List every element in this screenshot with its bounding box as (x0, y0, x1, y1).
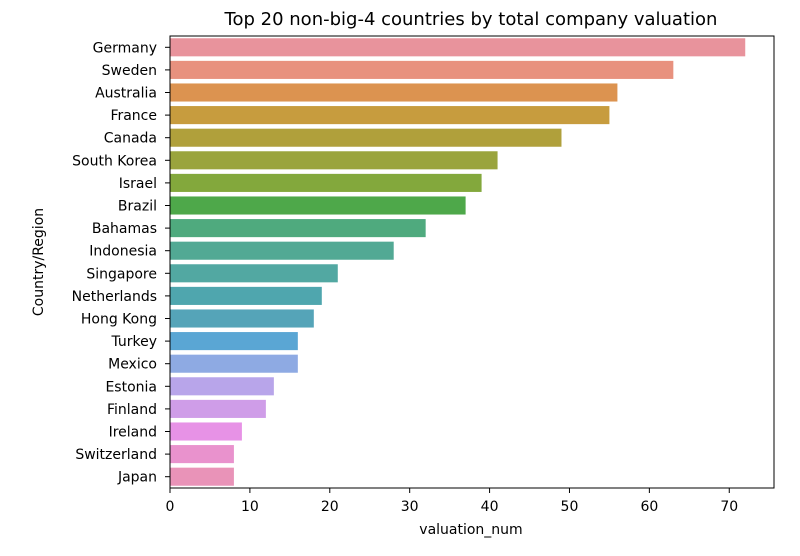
y-tick-label: Canada (104, 131, 157, 147)
bar-sweden (170, 60, 674, 79)
y-tick-label: Hong Kong (81, 312, 157, 328)
bar-indonesia (170, 241, 394, 260)
x-tick-label: 20 (321, 499, 339, 515)
x-tick-label: 30 (401, 499, 419, 515)
y-tick-label: Japan (117, 470, 157, 486)
chart-title: Top 20 non-big-4 countries by total comp… (224, 9, 718, 30)
bar-singapore (170, 264, 338, 283)
y-tick-label: Estonia (105, 379, 157, 395)
y-tick-label: South Korea (72, 153, 157, 169)
bar-france (170, 106, 610, 125)
x-tick-label: 10 (241, 499, 259, 515)
x-axis-ticks: 0 10 20 30 40 50 60 70 (166, 488, 738, 515)
y-tick-label: Netherlands (72, 289, 157, 305)
plot-frame (169, 35, 775, 489)
y-tick-label: France (110, 108, 157, 124)
bar-south-korea (170, 151, 498, 170)
bar-australia (170, 83, 618, 102)
bar-turkey (170, 332, 298, 351)
x-tick-label: 60 (640, 499, 658, 515)
y-tick-label: Australia (95, 86, 157, 102)
bar-estonia (170, 377, 274, 396)
x-axis-label: valuation_num (419, 522, 522, 538)
bar-israel (170, 173, 482, 192)
y-axis-ticks: Germany Sweden Australia France Canada South … (72, 40, 170, 486)
bar-hong-kong (170, 309, 314, 328)
bar-ireland (170, 422, 242, 441)
bar-finland (170, 399, 266, 418)
y-tick-label: Bahamas (92, 221, 157, 237)
bar-japan (170, 467, 234, 486)
bar-canada (170, 128, 562, 147)
y-tick-label: Ireland (109, 425, 157, 441)
y-tick-label: Switzerland (75, 447, 157, 463)
bar-brazil (170, 196, 466, 215)
y-tick-label: Singapore (86, 266, 157, 282)
y-tick-label: Israel (119, 176, 157, 192)
y-tick-label: Indonesia (89, 244, 157, 260)
bar-bahamas (170, 219, 426, 238)
y-tick-label: Finland (107, 402, 157, 418)
y-tick-label: Sweden (102, 63, 157, 79)
bar-mexico (170, 354, 298, 373)
y-tick-label: Germany (93, 40, 157, 56)
y-tick-label: Mexico (108, 357, 157, 373)
x-tick-label: 0 (166, 499, 175, 515)
bar-germany (170, 38, 746, 57)
x-tick-label: 70 (720, 499, 738, 515)
y-tick-label: Turkey (110, 334, 157, 350)
bar-switzerland (170, 445, 234, 464)
y-tick-label: Brazil (118, 199, 157, 215)
x-tick-label: 50 (561, 499, 579, 515)
y-axis-label: Country/Region (31, 208, 47, 316)
bars-layer (170, 38, 746, 486)
x-tick-label: 40 (481, 499, 499, 515)
bar-netherlands (170, 286, 322, 305)
